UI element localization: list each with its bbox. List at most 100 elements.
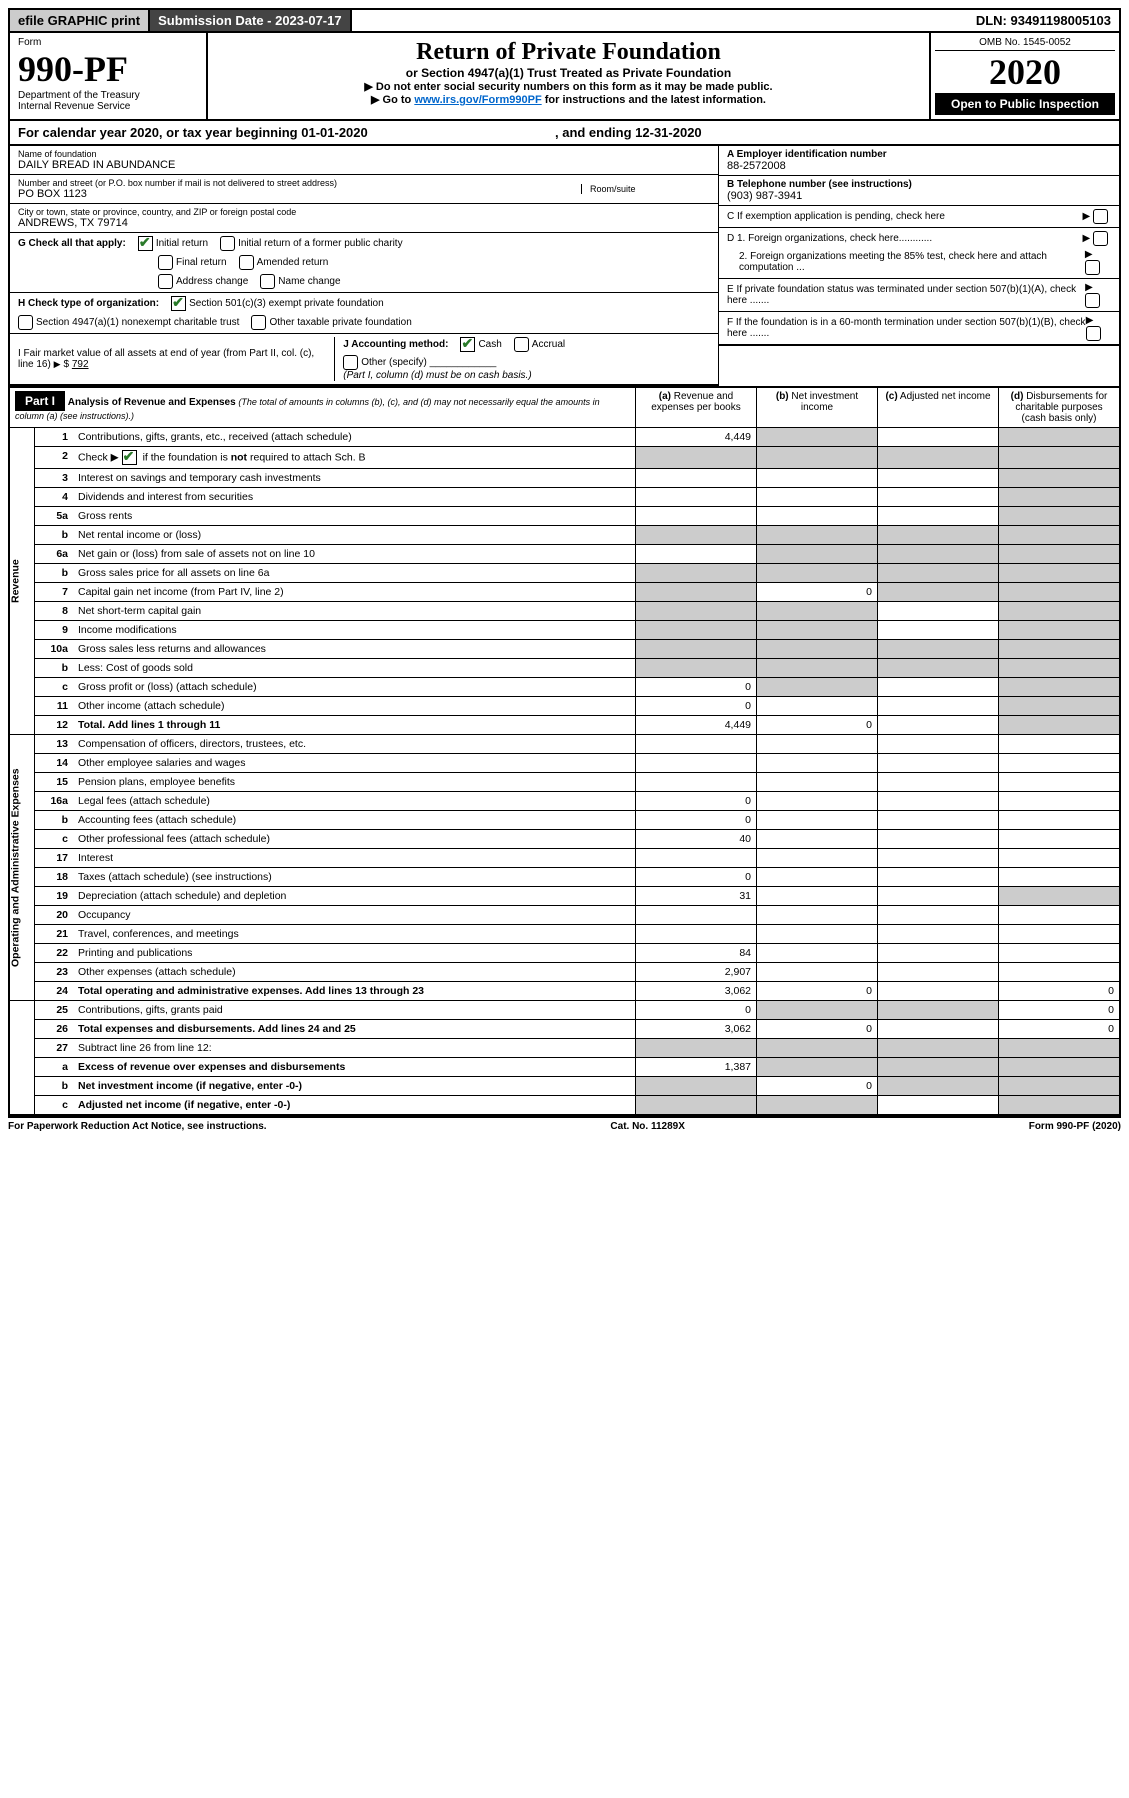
table-row: 3Interest on savings and temporary cash …: [9, 469, 1120, 488]
expenses-vert-label: Operating and Administrative Expenses: [9, 735, 35, 1001]
l16c-a: 40: [636, 830, 757, 849]
top-bar: efile GRAPHIC print Submission Date - 20…: [8, 8, 1121, 33]
cb-amended-return[interactable]: [239, 255, 254, 270]
i-value: 792: [72, 359, 89, 370]
city-label: City or town, state or province, country…: [18, 207, 710, 217]
table-row: 2Check ▶ if the foundation is not requir…: [9, 447, 1120, 469]
goto-post: for instructions and the latest informat…: [542, 94, 766, 106]
h-label: H Check type of organization:: [18, 298, 159, 309]
l11-a: 0: [636, 697, 757, 716]
l26-desc: Total expenses and disbursements. Add li…: [78, 1023, 356, 1035]
cb-60month[interactable]: [1086, 326, 1101, 341]
d2-label: 2. Foreign organizations meeting the 85%…: [727, 251, 1085, 273]
l5a-desc: Gross rents: [73, 507, 636, 526]
cal-begin: 01-01-2020: [301, 125, 368, 140]
cb-initial-return[interactable]: [138, 236, 153, 251]
cb-other-method[interactable]: [343, 355, 358, 370]
cal-prefix: For calendar year 2020, or tax year begi…: [18, 125, 301, 140]
opt-initial-former: Initial return of a former public charit…: [238, 238, 403, 249]
efile-print-button[interactable]: efile GRAPHIC print: [10, 10, 150, 31]
opt-final-return: Final return: [176, 257, 227, 268]
table-row: bNet rental income or (loss): [9, 526, 1120, 545]
l4-desc: Dividends and interest from securities: [73, 488, 636, 507]
d1-label: D 1. Foreign organizations, check here..…: [727, 233, 932, 244]
l16a-desc: Legal fees (attach schedule): [73, 792, 636, 811]
foundation-city: ANDREWS, TX 79714: [18, 217, 710, 229]
tax-year: 2020: [935, 51, 1115, 93]
cb-name-change[interactable]: [260, 274, 275, 289]
l21-desc: Travel, conferences, and meetings: [73, 925, 636, 944]
l6a-desc: Net gain or (loss) from sale of assets n…: [73, 545, 636, 564]
cb-final-return[interactable]: [158, 255, 173, 270]
table-row: Revenue 1Contributions, gifts, grants, e…: [9, 428, 1120, 447]
cb-exemption-pending[interactable]: [1093, 209, 1108, 224]
section-ij: I Fair market value of all assets at end…: [10, 334, 718, 386]
table-row: 4Dividends and interest from securities: [9, 488, 1120, 507]
cb-cash[interactable]: [460, 337, 475, 352]
f-cell: F If the foundation is in a 60-month ter…: [719, 312, 1119, 346]
table-row: 24Total operating and administrative exp…: [9, 982, 1120, 1001]
table-row: 7Capital gain net income (from Part IV, …: [9, 583, 1120, 602]
l14-desc: Other employee salaries and wages: [73, 754, 636, 773]
cb-initial-former[interactable]: [220, 236, 235, 251]
cb-accrual[interactable]: [514, 337, 529, 352]
g-label: G Check all that apply:: [18, 238, 126, 249]
opt-name-change: Name change: [278, 276, 340, 287]
revenue-vert-label: Revenue: [9, 428, 35, 735]
cb-501c3[interactable]: [171, 296, 186, 311]
form-subtitle: or Section 4947(a)(1) Trust Treated as P…: [214, 66, 923, 80]
cb-foreign-org[interactable]: [1093, 231, 1108, 246]
l26-b: 0: [757, 1020, 878, 1039]
l23-desc: Other expenses (attach schedule): [73, 963, 636, 982]
l16b-desc: Accounting fees (attach schedule): [73, 811, 636, 830]
cb-address-change[interactable]: [158, 274, 173, 289]
table-row: 8Net short-term capital gain: [9, 602, 1120, 621]
phone-value: (903) 987-3941: [727, 190, 1111, 202]
d-cell: D 1. Foreign organizations, check here..…: [719, 228, 1119, 279]
table-row: bNet investment income (if negative, ent…: [9, 1077, 1120, 1096]
l24-d: 0: [999, 982, 1121, 1001]
l2-desc: Check ▶ if the foundation is not require…: [73, 447, 636, 469]
j-label: J Accounting method:: [343, 339, 448, 350]
l8-desc: Net short-term capital gain: [73, 602, 636, 621]
goto-pre: ▶ Go to: [371, 94, 414, 106]
opt-address-change: Address change: [176, 276, 248, 287]
l24-b: 0: [757, 982, 878, 1001]
calendar-year-row: For calendar year 2020, or tax year begi…: [8, 121, 1121, 146]
form990pf-link[interactable]: www.irs.gov/Form990PF: [414, 94, 541, 106]
section-h: H Check type of organization: Section 50…: [10, 293, 718, 334]
l23-a: 2,907: [636, 963, 757, 982]
l10c-a: 0: [636, 678, 757, 697]
table-row: 16aLegal fees (attach schedule)0: [9, 792, 1120, 811]
j-note: (Part I, column (d) must be on cash basi…: [343, 370, 710, 381]
l22-desc: Printing and publications: [73, 944, 636, 963]
form-number: 990-PF: [18, 48, 198, 90]
l25-d: 0: [999, 1001, 1121, 1020]
l13-desc: Compensation of officers, directors, tru…: [73, 735, 636, 754]
cb-4947a1[interactable]: [18, 315, 33, 330]
cb-status-terminated[interactable]: [1085, 293, 1100, 308]
table-row: 9Income modifications: [9, 621, 1120, 640]
cb-sch-b[interactable]: [122, 450, 137, 465]
cb-85pct[interactable]: [1085, 260, 1100, 275]
ein-cell: A Employer identification number 88-2572…: [719, 146, 1119, 176]
cb-other-taxable[interactable]: [251, 315, 266, 330]
table-row: 22Printing and publications84: [9, 944, 1120, 963]
table-row: 11Other income (attach schedule)0: [9, 697, 1120, 716]
l17-desc: Interest: [73, 849, 636, 868]
l6b-desc: Gross sales price for all assets on line…: [73, 564, 636, 583]
table-row: bAccounting fees (attach schedule)0: [9, 811, 1120, 830]
opt-accrual: Accrual: [532, 339, 565, 350]
table-row: 5aGross rents: [9, 507, 1120, 526]
foundation-name: DAILY BREAD IN ABUNDANCE: [18, 159, 710, 171]
omb-number: OMB No. 1545-0052: [935, 37, 1115, 51]
table-row: cOther professional fees (attach schedul…: [9, 830, 1120, 849]
entity-info-grid: Name of foundation DAILY BREAD IN ABUNDA…: [8, 146, 1121, 386]
table-row: bGross sales price for all assets on lin…: [9, 564, 1120, 583]
opt-501c3: Section 501(c)(3) exempt private foundat…: [189, 298, 384, 309]
table-row: 21Travel, conferences, and meetings: [9, 925, 1120, 944]
part1-title: Analysis of Revenue and Expenses: [68, 397, 236, 408]
table-row: 12Total. Add lines 1 through 114,4490: [9, 716, 1120, 735]
l12-b: 0: [757, 716, 878, 735]
foundation-address: PO BOX 1123: [18, 188, 337, 200]
